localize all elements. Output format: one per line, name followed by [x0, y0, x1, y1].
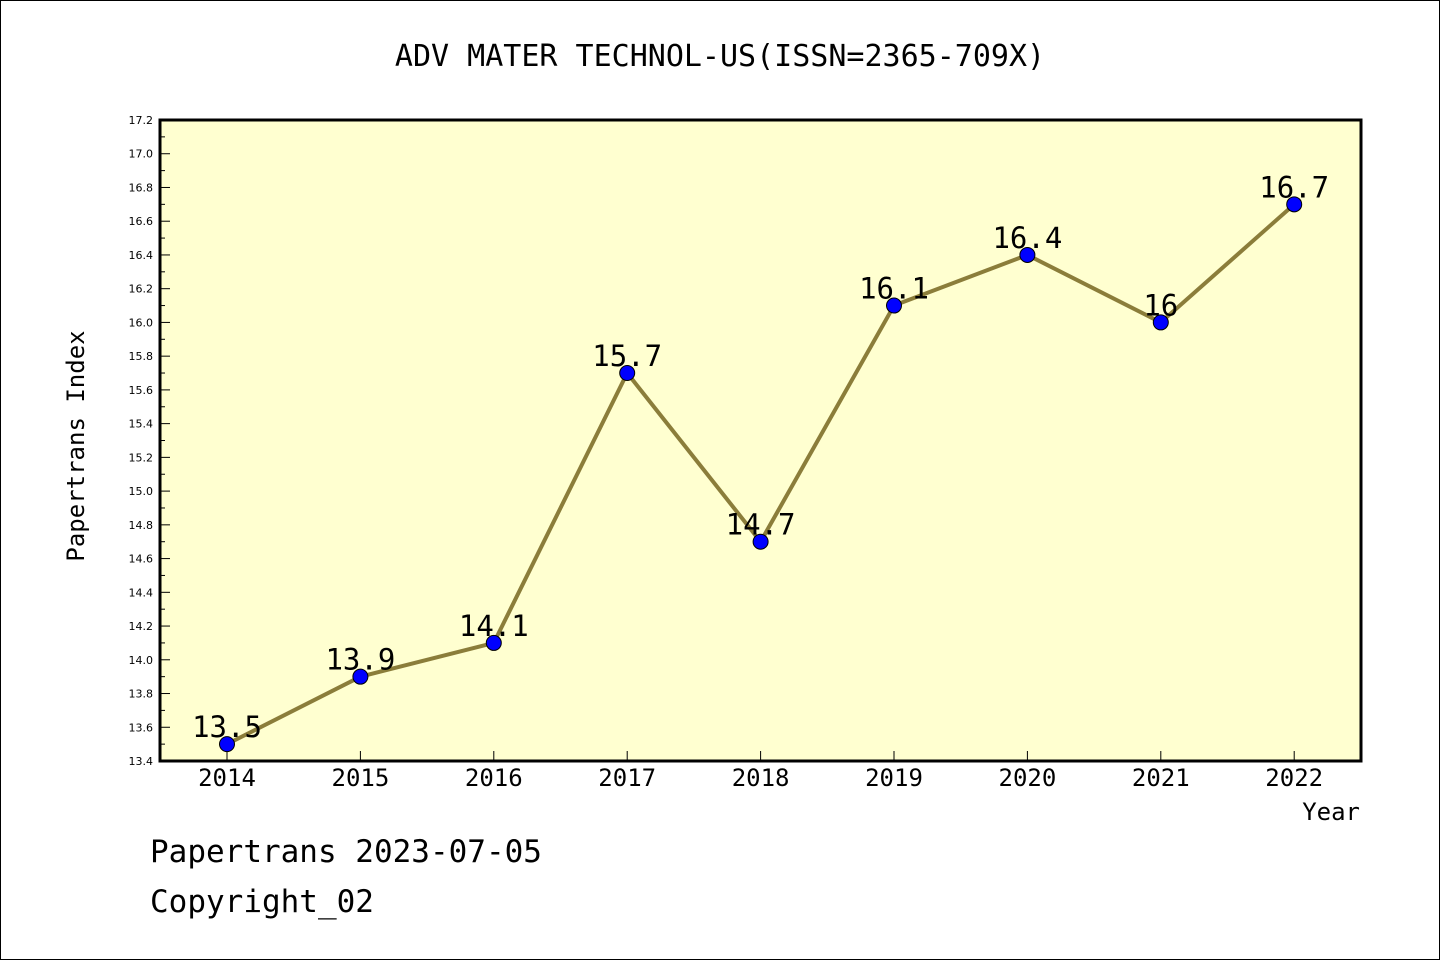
data-label: 14.1 [459, 609, 529, 643]
y-axis: 13.4 13.6 13.8 14.0 14.2 14.4 14.6 14.8 15.0 15.2… [129, 114, 170, 768]
y-tick-label: 14.2 [129, 620, 154, 633]
data-point [1286, 196, 1303, 213]
data-label: 16.7 [1259, 170, 1329, 204]
data-label: 16.1 [859, 272, 929, 306]
data-label: 16.4 [992, 221, 1062, 255]
x-tick-label: 2017 [598, 764, 656, 792]
y-tick-label: 16.8 [129, 181, 154, 194]
x-tick-label: 2020 [999, 764, 1057, 792]
y-tick-label: 14.8 [129, 519, 154, 532]
footer-copyright: Copyright_02 [150, 884, 374, 920]
y-tick-label: 17.0 [129, 148, 154, 161]
y-tick-label: 15.4 [129, 418, 154, 431]
y-tick-label: 15.0 [129, 485, 154, 498]
data-point [619, 365, 636, 382]
footer-date: Papertrans 2023-07-05 [150, 834, 542, 870]
y-tick-label: 15.2 [129, 451, 154, 464]
y-tick-label: 13.6 [129, 721, 154, 734]
x-tick-label: 2021 [1132, 764, 1190, 792]
data-point [886, 297, 902, 314]
x-tick-label: 2019 [865, 764, 923, 792]
x-tick-label: 2022 [1265, 764, 1323, 792]
series-layer: 13.5 13.9 14.1 15.7 14.7 16.1 16.4 16 16.7 [192, 170, 1329, 753]
data-label: 13.5 [192, 710, 262, 744]
x-axis: 2014 2015 2016 2017 2018 2019 2020 2021 2022 [198, 751, 1323, 792]
x-tick-label: 2018 [732, 764, 790, 792]
data-point [485, 634, 502, 651]
y-tick-label: 15.6 [129, 384, 154, 397]
data-point [219, 736, 235, 753]
plot-area [158, 118, 1363, 763]
data-point [352, 668, 369, 685]
chart-title: ADV MATER TECHNOL-US(ISSN=2365-709X) [395, 39, 1045, 74]
y-tick-label: 14.0 [129, 654, 154, 667]
y-tick-label: 14.6 [129, 553, 154, 566]
y-tick-label: 16.6 [129, 215, 154, 228]
y-tick-label: 15.8 [129, 350, 154, 363]
x-tick-label: 2016 [465, 764, 523, 792]
x-tick-label: 2015 [332, 764, 390, 792]
x-tick-label: 2014 [198, 764, 256, 792]
x-axis-label: Year [1302, 798, 1360, 826]
data-label: 13.9 [325, 643, 395, 677]
y-axis-label: Papertrans Index [62, 330, 90, 561]
y-tick-label: 17.2 [129, 114, 154, 127]
y-tick-label: 16.0 [129, 316, 154, 329]
data-point [1019, 246, 1036, 263]
data-point [752, 533, 769, 550]
y-tick-label: 16.2 [129, 283, 154, 296]
data-label: 15.7 [592, 339, 662, 373]
y-tick-label: 16.4 [129, 249, 154, 262]
data-point [1152, 314, 1169, 331]
y-tick-label: 13.4 [129, 755, 154, 768]
data-label: 16 [1143, 288, 1178, 322]
y-tick-label: 13.8 [129, 688, 154, 701]
data-label: 14.7 [726, 508, 796, 542]
y-tick-label: 14.4 [129, 586, 154, 599]
